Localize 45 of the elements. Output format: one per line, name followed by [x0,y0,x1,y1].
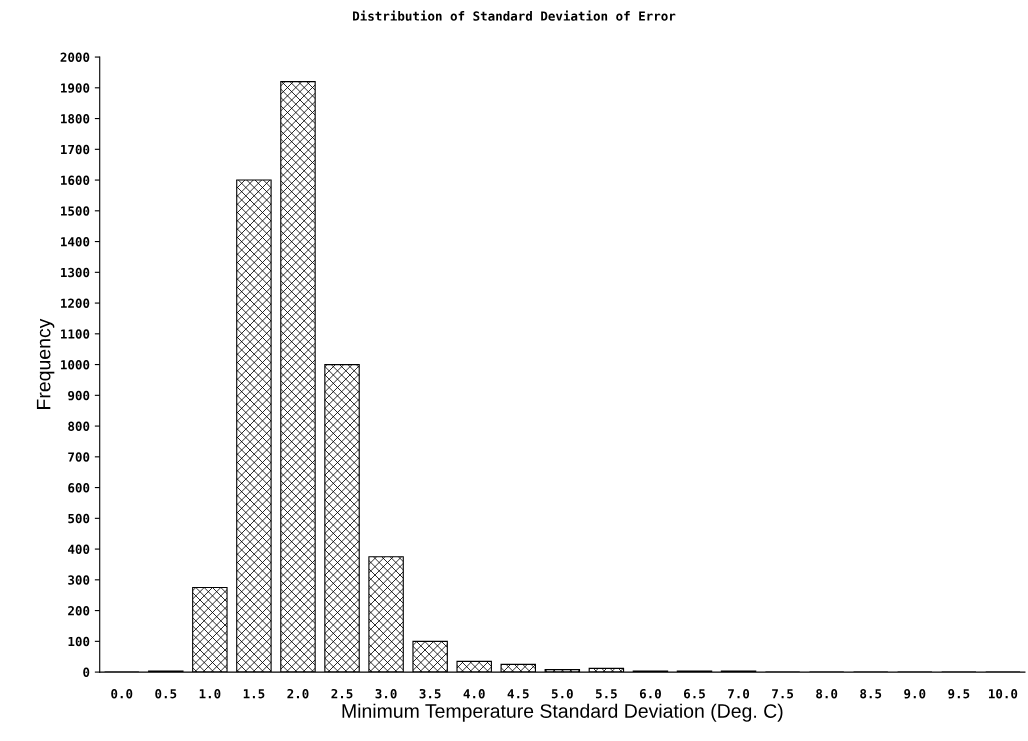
x-tick-label: 2.5 [331,688,353,699]
x-tick-label: 8.5 [860,688,882,699]
y-tick-label: 0 [83,667,90,678]
x-tick-label: 9.0 [904,688,926,699]
y-tick-label: 300 [68,575,90,585]
x-tick-label: 8.0 [816,688,838,699]
x-tick-label: 6.5 [684,688,705,699]
y-tick-label: 1800 [61,114,90,124]
y-tick-label: 100 [68,636,90,647]
x-tick-label: 6.0 [639,688,661,699]
x-tick-label: 0.5 [155,688,177,699]
y-tick-label: 1700 [61,144,90,155]
x-tick-label: 5.0 [551,688,573,699]
x-axis-title: Minimum Temperature Standard Deviation (Deg. C) [342,703,783,722]
y-tick-label: 400 [68,544,90,555]
x-tick-label: 2.0 [287,688,309,699]
x-tick-label: 1.5 [243,689,265,699]
y-tick-label: 800 [68,421,90,431]
y-tick-label: 500 [68,513,90,524]
y-tick-label: 900 [68,390,90,401]
y-tick-label: 1600 [61,175,90,185]
y-tick-label: 600 [68,483,90,493]
x-tick-label: 7.5 [772,689,794,699]
y-tick-label: 1200 [61,298,90,308]
y-tick-label: 1900 [61,83,90,93]
x-tick-label: 1.0 [199,688,221,699]
x-tick-label: 7.0 [728,688,750,699]
x-tick-label: 10.0 [988,688,1018,699]
chart-title: Distribution of Standard Deviation of Error [353,10,676,21]
x-tick-label: 4.0 [463,688,485,699]
x-tick-label: 3.5 [419,688,441,699]
y-tick-label: 1000 [61,360,90,370]
y-tick-label: 200 [68,606,90,616]
y-tick-label: 1100 [61,329,90,339]
x-tick-label: 4.5 [507,689,529,699]
y-tick-label: 1300 [61,267,90,278]
y-axis-title: Frequency [36,318,55,409]
y-tick-label: 2000 [60,52,90,62]
x-tick-label: 3.0 [375,688,397,699]
y-tick-label: 1400 [61,237,90,247]
x-tick-label: 0.0 [111,688,133,699]
x-tick-label: 9.5 [948,689,970,699]
x-tick-label: 5.5 [595,689,617,699]
y-tick-label: 1500 [61,206,90,216]
y-tick-label: 700 [68,452,90,462]
